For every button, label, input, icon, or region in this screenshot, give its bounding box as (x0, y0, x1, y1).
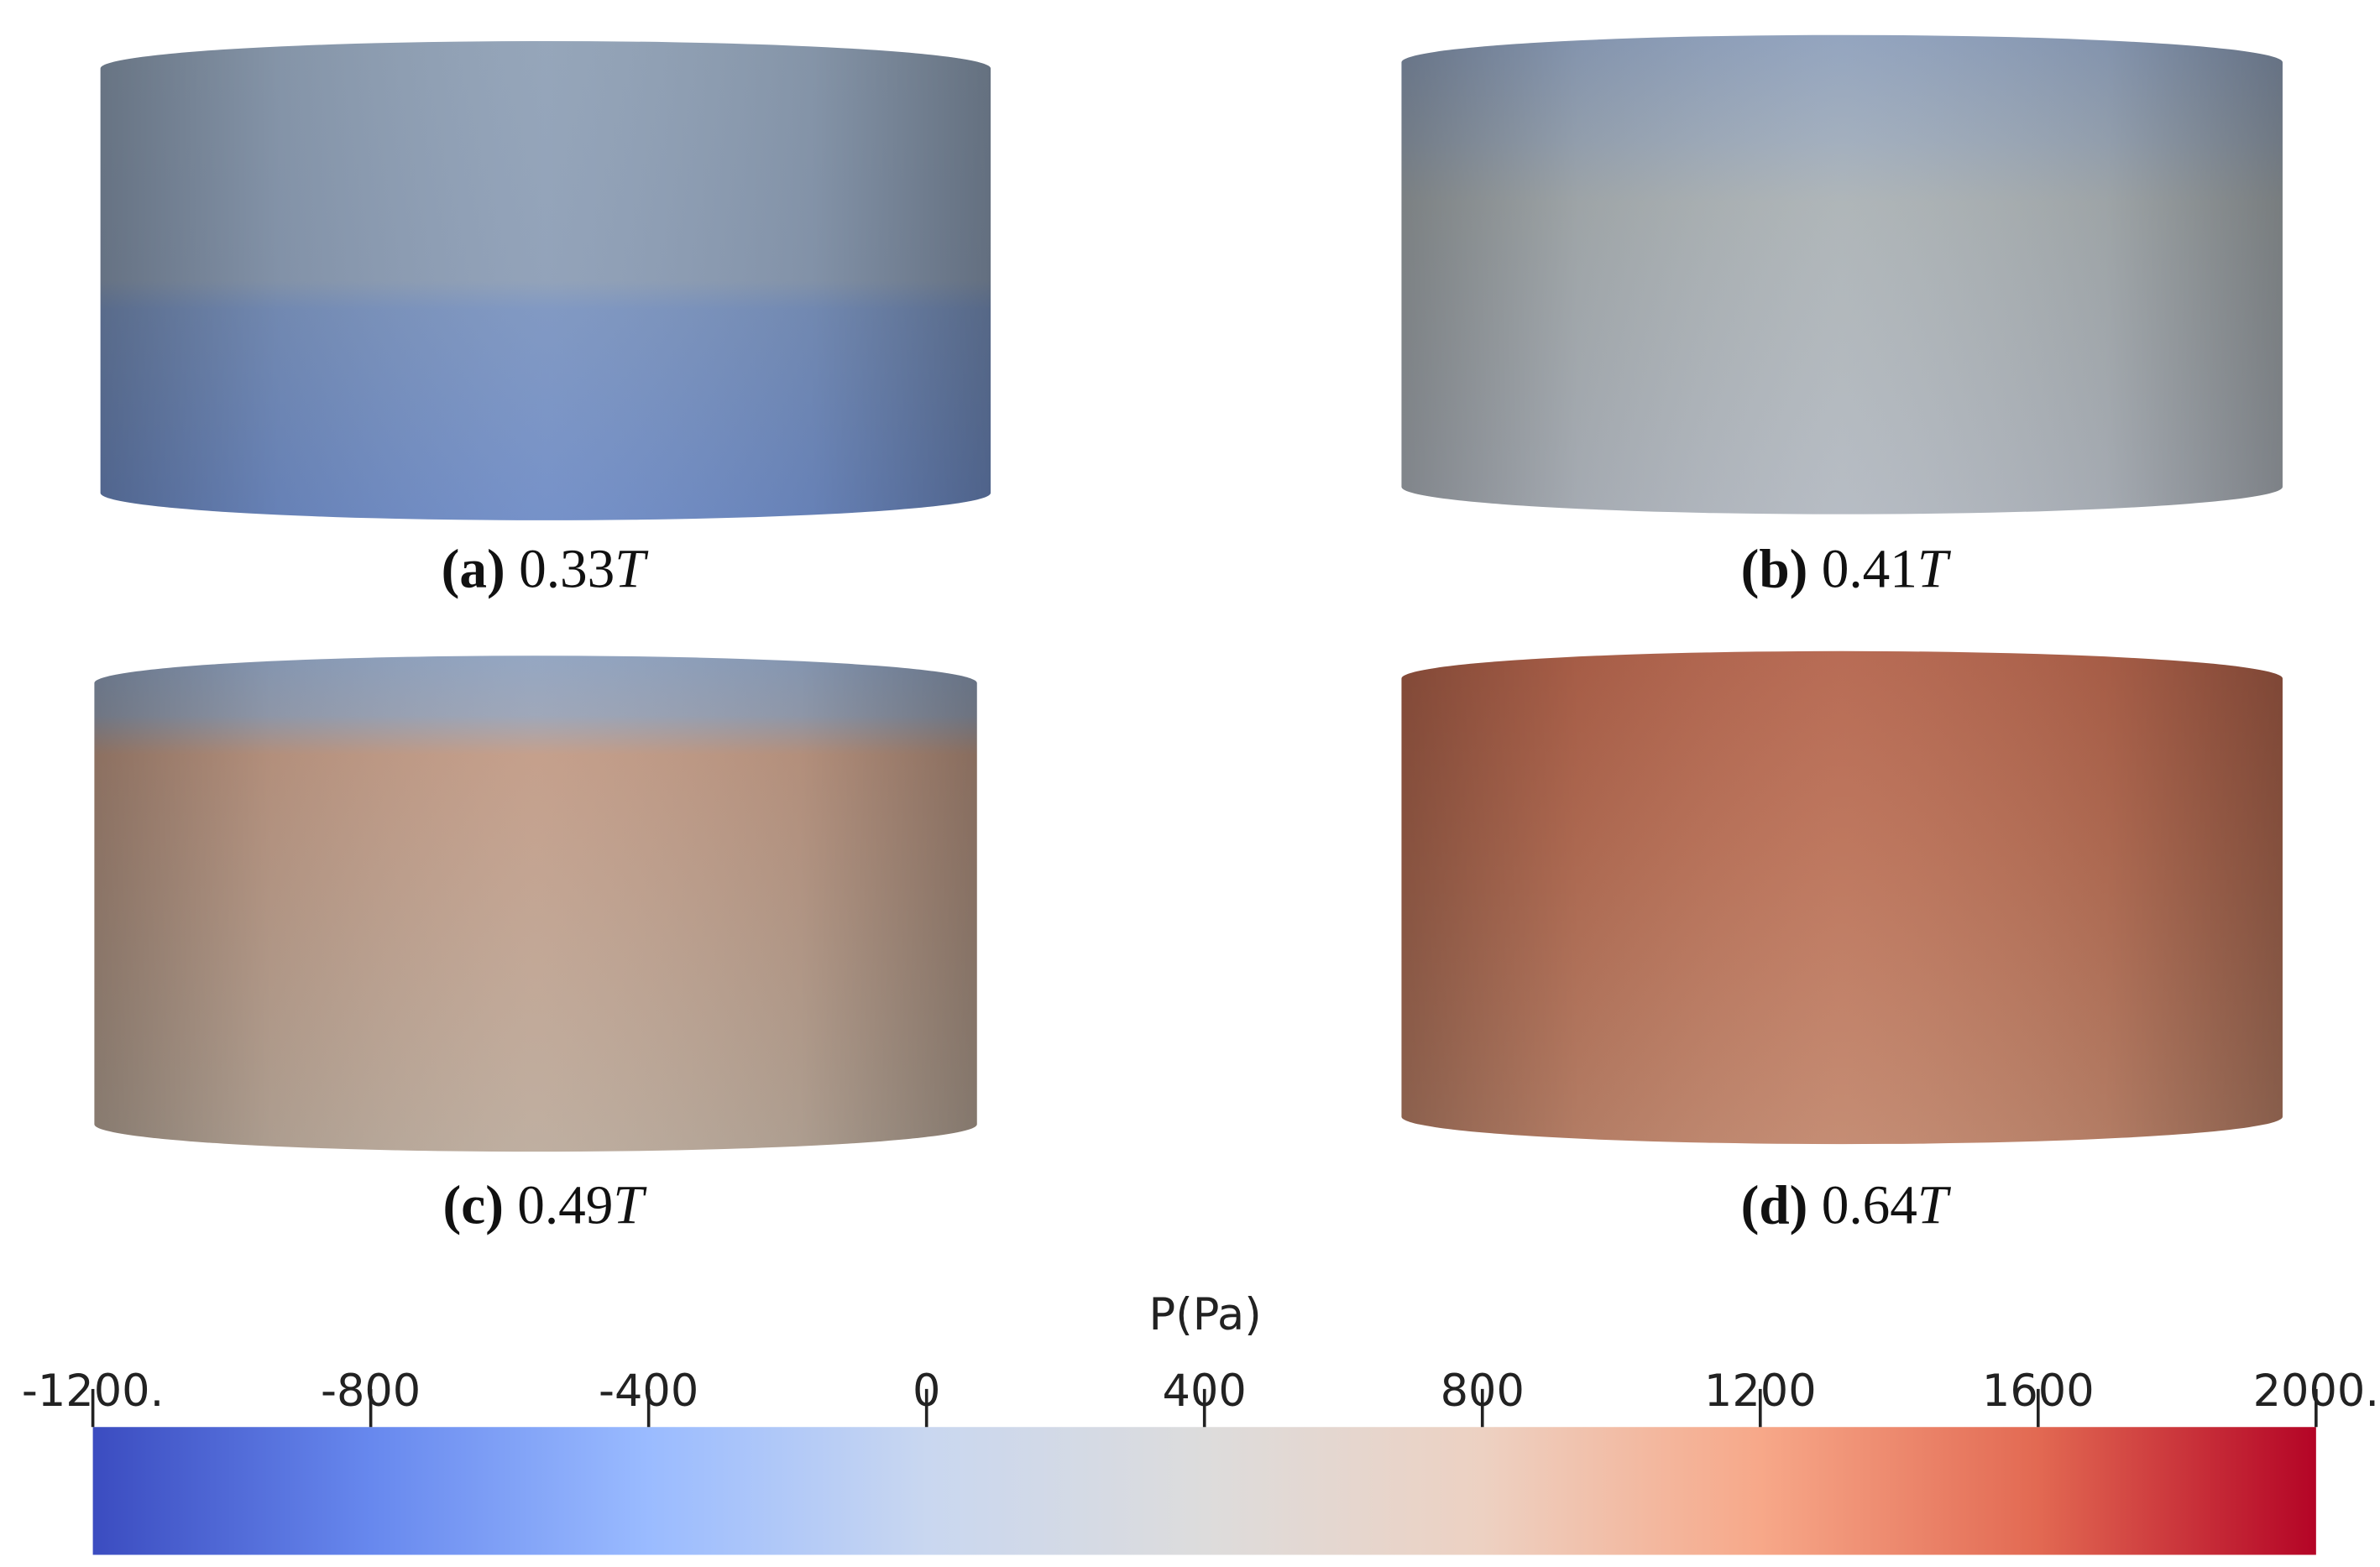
cylinder-shading (1401, 34, 2283, 514)
caption-part: 0.49 (517, 1175, 613, 1235)
panel-caption: (b) 0.41T (1741, 540, 1952, 600)
colorbar (92, 1427, 2316, 1555)
tick-label: -800 (321, 1366, 421, 1417)
tick-label: 800 (1441, 1366, 1525, 1417)
panel-caption: (c) 0.49T (443, 1175, 648, 1235)
colorbar-title: P(Pa) (1149, 1289, 1262, 1340)
panel-caption: (a) 0.33T (442, 540, 650, 600)
panel-caption: (d) 0.64T (1741, 1175, 1952, 1235)
tick-label: -1200. (22, 1366, 164, 1417)
caption-part: 0.33 (519, 540, 615, 600)
cylinder-shading (1401, 650, 2283, 1145)
caption-part: 0.41 (1822, 540, 1917, 600)
caption-part: (d) (1741, 1175, 1808, 1235)
tick-label: 400 (1163, 1366, 1247, 1417)
tick-label: 1200 (1704, 1366, 1817, 1417)
caption-part: T (1917, 1175, 1952, 1235)
tick-label: 2000. (2253, 1366, 2379, 1417)
tick-label: 1600 (1982, 1366, 2095, 1417)
caption-part: T (1917, 540, 1952, 600)
caption-part: T (615, 540, 649, 600)
tick-label: -400 (599, 1366, 698, 1417)
caption-part: 0.64 (1822, 1175, 1917, 1235)
cylinder-shading (94, 656, 977, 1152)
caption-part: (c) (443, 1175, 504, 1235)
caption-part: T (613, 1175, 647, 1235)
caption-part: (b) (1741, 540, 1808, 600)
cylinder-shading (100, 40, 991, 520)
tick-label: 0 (913, 1366, 940, 1417)
caption-part: (a) (442, 540, 505, 600)
